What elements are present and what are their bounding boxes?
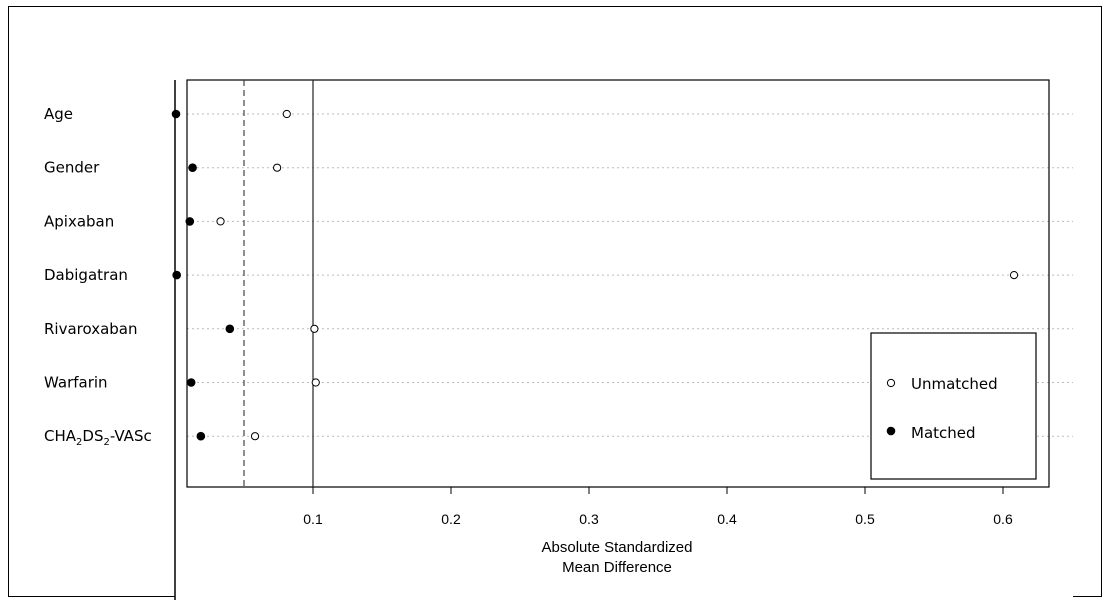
- y-label: Dabigatran: [44, 266, 128, 284]
- y-label: CHA2DS2-VASc: [44, 427, 152, 448]
- unmatched-point: [282, 109, 291, 119]
- x-tick-label: 0.3: [579, 511, 599, 527]
- legend-box: [870, 332, 1037, 480]
- y-label: Rivaroxaban: [44, 320, 138, 338]
- legend-unmatched-marker: [886, 378, 896, 388]
- matched-point: [196, 431, 206, 441]
- unmatched-point: [250, 432, 260, 441]
- x-axis-title-line1: Absolute Standardized: [542, 539, 693, 556]
- matched-point: [225, 324, 235, 334]
- legend: Unmatched Matched: [870, 332, 1037, 480]
- matched-point: [188, 163, 197, 172]
- reference-lines: [243, 80, 314, 487]
- legend-unmatched-label: Unmatched: [911, 375, 998, 393]
- y-label: Gender: [44, 159, 100, 177]
- unmatched-point: [310, 324, 319, 333]
- legend-matched-marker: [886, 426, 896, 436]
- x-tick-label: 0.4: [717, 511, 737, 527]
- legend-matched-label: Matched: [911, 424, 976, 442]
- x-axis-title-line2: Mean Difference: [562, 559, 672, 576]
- matched-point: [172, 270, 181, 280]
- y-label: Age: [44, 105, 73, 123]
- y-label: Apixaban: [44, 212, 114, 230]
- x-tick-label: 0.2: [441, 511, 461, 527]
- matched-point: [185, 217, 195, 226]
- x-tick-label: 0.6: [993, 511, 1013, 527]
- plot-box: [186, 79, 1050, 488]
- x-axis-ticks: 0.1 0.2 0.3 0.4 0.5 0.6: [303, 487, 1013, 527]
- unmatched-point: [311, 378, 320, 387]
- matched-point: [171, 109, 181, 119]
- y-label: Warfarin: [44, 374, 108, 392]
- data-points: [171, 109, 1019, 441]
- matched-point: [186, 378, 196, 387]
- unmatched-point: [273, 163, 282, 172]
- x-tick-label: 0.5: [855, 511, 875, 527]
- x-tick-label: 0.1: [303, 511, 323, 527]
- y-axis-labels: Age Gender Apixaban Dabigatran Rivaroxaban Wa…: [44, 105, 152, 448]
- unmatched-point: [1009, 271, 1019, 280]
- unmatched-point: [216, 217, 225, 226]
